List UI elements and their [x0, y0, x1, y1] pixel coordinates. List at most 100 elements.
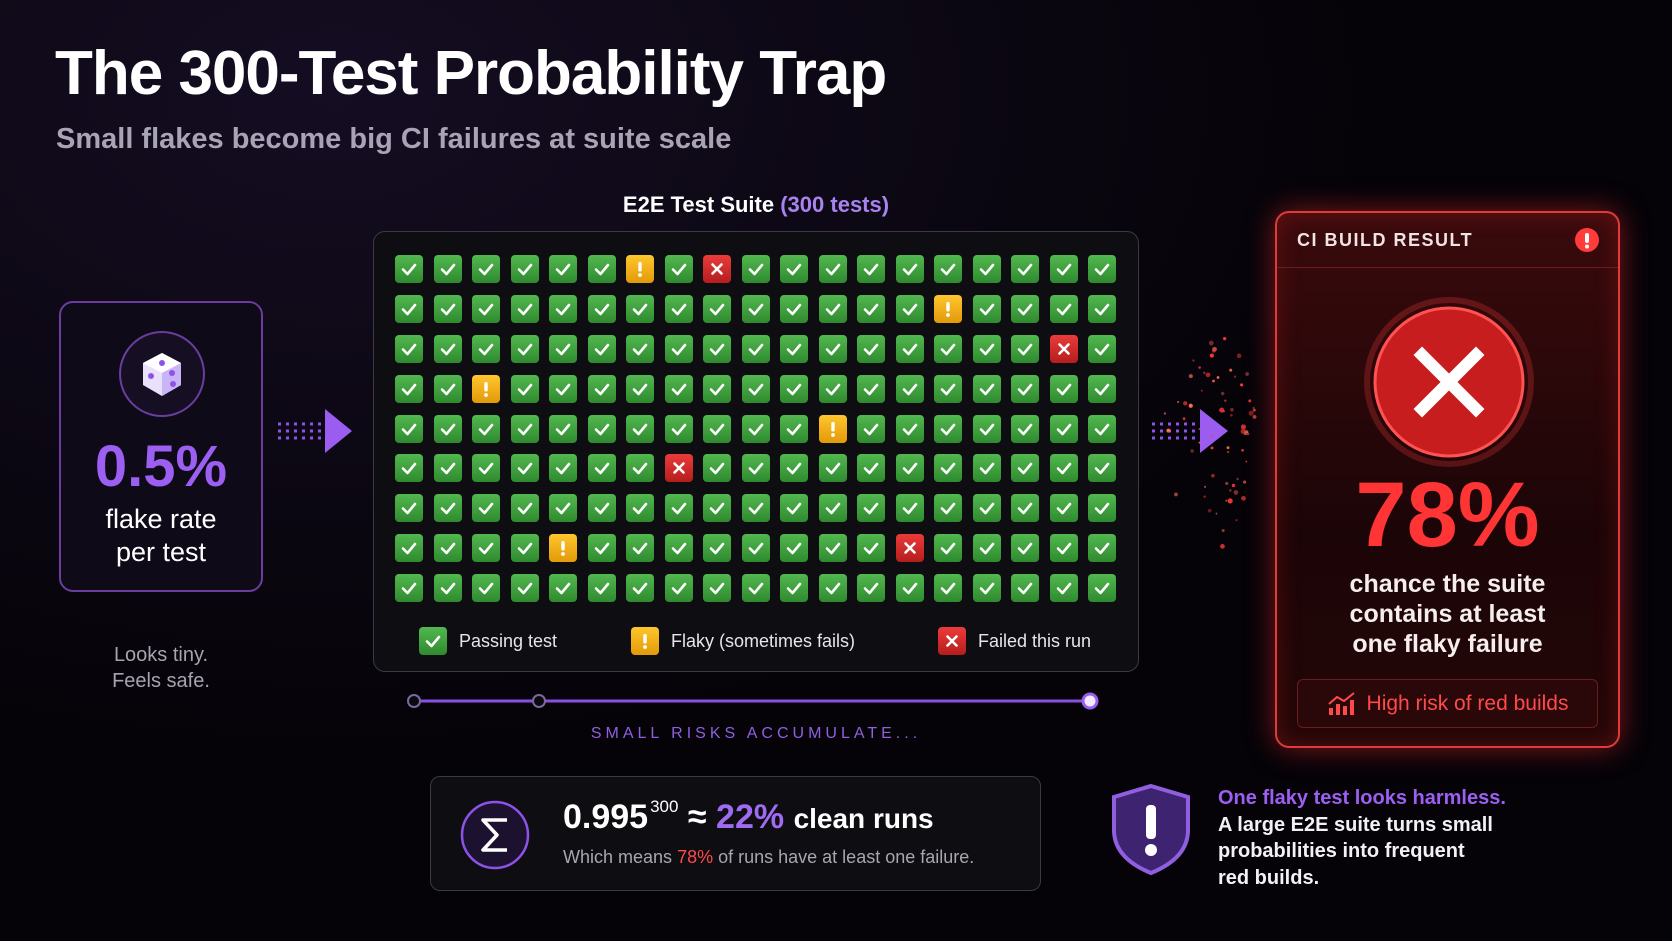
particle	[1226, 450, 1230, 454]
check-icon	[709, 343, 725, 356]
test-cell	[857, 294, 885, 323]
test-cell	[972, 414, 1001, 443]
test-cell	[741, 374, 770, 403]
flow-arrow	[1152, 422, 1202, 440]
check-icon	[940, 423, 956, 435]
risk-badge: High risk of red builds	[1297, 679, 1598, 728]
check-icon	[1056, 542, 1071, 555]
test-cell	[857, 494, 885, 523]
flake-rate: 0.5%	[94, 434, 228, 499]
check-icon	[863, 303, 879, 316]
test-cell	[395, 574, 423, 603]
check-icon	[478, 463, 494, 475]
test-cell	[818, 255, 847, 283]
check-icon	[979, 503, 994, 515]
test-cell	[433, 334, 462, 363]
note-text: Which means	[563, 847, 673, 867]
test-cell	[472, 534, 500, 563]
flake-card: 0.5% flake rate per test	[59, 301, 263, 592]
check-icon	[1094, 503, 1110, 515]
particle	[1219, 407, 1225, 413]
check-icon	[594, 463, 609, 475]
test-cell	[626, 334, 654, 363]
check-icon	[748, 463, 763, 475]
particle	[1229, 489, 1232, 492]
formula: 0.995 300 ≈ 22% clean runs	[563, 797, 934, 837]
test-cell	[1088, 374, 1116, 403]
legend-label: Passing test	[459, 630, 558, 651]
test-cell	[780, 334, 808, 363]
test-cell	[1011, 454, 1039, 483]
check-icon	[517, 503, 532, 515]
test-cell	[433, 534, 462, 563]
callout-line: A large E2E suite turns small	[1218, 813, 1493, 836]
check-icon	[555, 263, 571, 276]
test-cell	[972, 494, 1001, 523]
particle	[1211, 473, 1215, 478]
particle	[1215, 512, 1218, 515]
test-cell	[1049, 414, 1078, 443]
test-cell	[587, 294, 616, 323]
test-cell	[741, 454, 770, 483]
test-cell	[934, 534, 962, 563]
check-icon	[902, 423, 917, 435]
check-icon	[1094, 303, 1110, 316]
test-cell	[1011, 294, 1039, 323]
test-cell	[433, 454, 462, 483]
check-icon	[940, 263, 956, 276]
test-cell	[818, 374, 847, 403]
test-cell	[472, 374, 500, 403]
check-icon	[594, 423, 609, 435]
check-icon	[632, 542, 648, 555]
check-icon	[440, 303, 455, 316]
test-cell	[818, 494, 847, 523]
test-cell	[741, 255, 770, 283]
test-cell	[587, 454, 616, 483]
check-icon	[1017, 303, 1033, 316]
check-icon	[902, 263, 917, 276]
particle	[1176, 400, 1180, 404]
test-cell	[472, 454, 500, 483]
test-cell	[818, 294, 847, 323]
test-cell	[587, 255, 616, 283]
particle	[1190, 449, 1194, 453]
test-cell	[395, 454, 423, 483]
check-icon	[940, 463, 956, 475]
check-icon	[671, 343, 686, 356]
check-icon	[594, 263, 609, 276]
progress-dot	[532, 694, 546, 708]
test-cell	[433, 574, 462, 603]
test-cell	[895, 534, 924, 563]
test-cell	[626, 374, 654, 403]
test-cell	[549, 494, 577, 523]
check-icon	[671, 423, 686, 435]
test-cell	[934, 454, 962, 483]
test-cell	[395, 534, 423, 563]
check-icon	[786, 383, 802, 395]
check-icon	[594, 582, 609, 595]
test-cell	[433, 255, 462, 283]
particle	[1211, 434, 1214, 437]
particle	[1211, 348, 1216, 353]
ci-card: CI BUILD RESULT 78% chance the suite con…	[1275, 211, 1620, 748]
check-icon	[517, 263, 532, 276]
test-cell	[972, 334, 1001, 363]
particle	[1225, 499, 1228, 502]
test-cell	[626, 255, 654, 283]
note-line: Looks tiny.	[113, 644, 209, 666]
check-icon	[517, 383, 532, 395]
check-icon	[1017, 263, 1033, 276]
test-cell	[433, 494, 462, 523]
test-cell	[1049, 574, 1078, 603]
check-icon	[478, 343, 494, 356]
chance-line: contains at least	[1349, 600, 1546, 628]
check-icon	[555, 582, 571, 595]
note-value: 78%	[677, 847, 714, 867]
test-cell	[972, 534, 1001, 563]
check-icon	[709, 463, 725, 475]
particle	[1198, 441, 1201, 444]
check-icon	[786, 582, 802, 595]
test-cell	[626, 534, 654, 563]
test-cell	[857, 255, 885, 283]
test-cell	[1011, 494, 1039, 523]
